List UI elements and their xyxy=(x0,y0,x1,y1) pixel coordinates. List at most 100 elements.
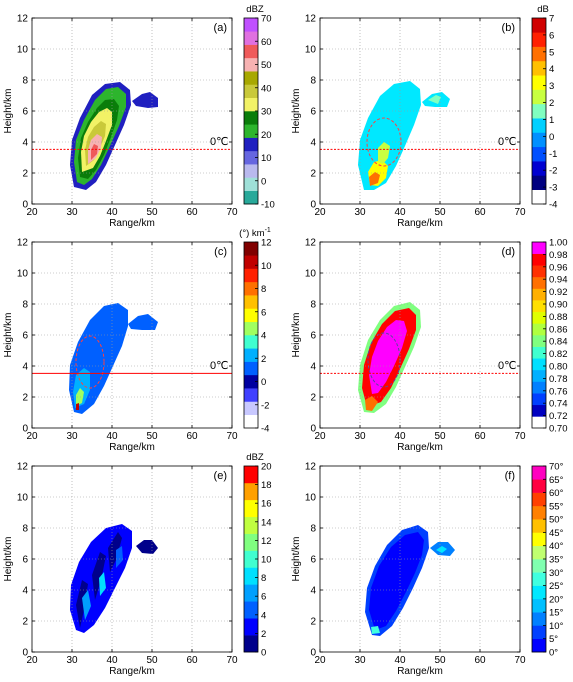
x-tick-label: 70 xyxy=(514,655,526,666)
colorbar-swatch xyxy=(532,358,546,371)
colorbar-tick-label: 2 xyxy=(261,629,266,640)
y-tick-label: 4 xyxy=(22,362,28,373)
colorbar-swatch xyxy=(244,242,258,256)
x-tick-label: 20 xyxy=(26,655,38,666)
colorbar-tick-label: 5° xyxy=(549,634,558,645)
colorbar-tick-label: 0 xyxy=(261,648,266,659)
colorbar-tick-label: 0.92 xyxy=(549,287,568,298)
colorbar-tick-label: 70 xyxy=(261,14,272,25)
colorbar-tick-label: 2 xyxy=(549,98,554,109)
y-tick-label: 2 xyxy=(310,617,316,628)
colorbar-swatch xyxy=(532,404,546,417)
x-axis-label: Range/km xyxy=(397,442,443,453)
colorbar-tick-label: 6 xyxy=(261,592,266,603)
echo-plot-a xyxy=(70,82,158,190)
y-axis-label: Height/km xyxy=(291,536,302,581)
y-tick-label: 4 xyxy=(22,586,28,597)
colorbar-swatch xyxy=(532,479,546,493)
y-tick-label: 12 xyxy=(17,14,29,25)
panel-label: (e) xyxy=(214,470,227,482)
x-tick-label: 60 xyxy=(186,655,198,666)
y-axis-label: Height/km xyxy=(3,312,14,357)
echo-anvil-green-b xyxy=(428,95,441,104)
colorbar-swatch xyxy=(244,295,258,309)
y-tick-label: 12 xyxy=(17,462,29,473)
y-tick-label: 2 xyxy=(22,169,28,180)
panel-d: 0℃ xyxy=(320,302,520,413)
colorbar-swatch xyxy=(244,137,258,152)
y-tick-label: 12 xyxy=(17,238,29,249)
x-tick-label: 20 xyxy=(314,655,326,666)
colorbar-swatch xyxy=(244,150,258,165)
y-tick-label: 8 xyxy=(22,76,28,87)
y-axis-label: Height/km xyxy=(291,312,302,357)
colorbar-swatch xyxy=(532,416,546,429)
colorbar-tick-label: 0 xyxy=(261,176,266,187)
colorbar-swatch xyxy=(532,625,546,640)
colorbar-tick-label: 20 xyxy=(261,130,272,141)
y-tick-label: 12 xyxy=(305,238,317,249)
x-axis-label: Range/km xyxy=(397,218,443,229)
panel-label: (f) xyxy=(505,470,515,482)
axes-e: 20 30 40 50 60 70 0 2 4 6 8 10 12 Range/km Height/km (e… xyxy=(3,462,238,678)
y-tick-label: 6 xyxy=(22,107,28,118)
colorbar-swatch xyxy=(244,584,258,602)
x-axis-label: Range/km xyxy=(397,666,443,677)
x-tick-label: 40 xyxy=(394,207,406,218)
colorbar-tick-label: 0.72 xyxy=(549,411,568,422)
y-tick-label: 10 xyxy=(305,45,317,56)
colorbar-swatch xyxy=(244,71,258,85)
x-tick-label: 40 xyxy=(106,431,118,442)
colorbar-f: 0° 5° 10° 15° 20° 25° 30° 35° 40° 45° 50° 55° 60° 65°… xyxy=(531,462,564,659)
panel-label: (c) xyxy=(214,246,227,258)
colorbar-swatch xyxy=(244,533,258,551)
echo-streak-cyan3-e xyxy=(116,546,123,568)
echo-core-red-a xyxy=(91,144,98,160)
colorbar-tick-label: 16 xyxy=(261,499,272,510)
colorbar-tick-label: 20° xyxy=(549,594,564,605)
colorbar-tick-label: 55° xyxy=(549,501,564,512)
x-tick-label: 50 xyxy=(146,207,158,218)
colorbar-swatch xyxy=(532,369,546,382)
freezing-level-label-b: 0℃ xyxy=(498,136,516,148)
colorbar-swatch xyxy=(532,346,546,359)
colorbar-swatch xyxy=(532,545,546,560)
colorbar-swatch xyxy=(244,31,258,45)
echo-plot-c xyxy=(69,303,158,414)
colorbar-swatch xyxy=(244,348,258,362)
x-tick-label: 60 xyxy=(474,655,486,666)
colorbar-swatch xyxy=(532,118,546,133)
colorbar-tick-label: 20 xyxy=(261,462,272,473)
colorbar-tick-label: 65° xyxy=(549,475,564,486)
colorbar-tick-label: 0° xyxy=(549,648,558,659)
colorbar-swatch xyxy=(532,189,546,205)
colorbar-tick-label: 2 xyxy=(261,354,266,365)
colorbar-swatch xyxy=(532,146,546,162)
colorbar-swatch xyxy=(532,276,546,289)
colorbar-tick-label: 8 xyxy=(261,284,266,295)
colorbar-swatch xyxy=(244,281,258,296)
colorbar-tick-label: 0.78 xyxy=(549,374,568,385)
echo-anvil-e xyxy=(136,540,158,554)
colorbar-swatch xyxy=(244,466,258,484)
axes-a: 20 30 40 50 60 70 0 2 4 6 8 10 12 Range/km Height/km (a… xyxy=(3,14,238,230)
colorbar-tick-label: 0.76 xyxy=(549,386,568,397)
colorbar-tick-label: 60° xyxy=(549,488,564,499)
echo-plot-e xyxy=(70,524,158,633)
colorbar-swatch xyxy=(532,175,546,190)
x-tick-label: 60 xyxy=(474,431,486,442)
colorbar-swatch xyxy=(244,550,258,568)
colorbar-swatch xyxy=(244,499,258,518)
panel-a: 0℃ xyxy=(32,82,232,190)
colorbar-tick-label: 0.82 xyxy=(549,349,568,360)
y-tick-label: 6 xyxy=(22,555,28,566)
colorbar-b: -4 -3 -2 -1 0 1 2 3 4 5 6 7dB xyxy=(531,4,557,211)
panel-label: (b) xyxy=(502,22,515,34)
y-tick-label: 4 xyxy=(310,586,316,597)
echo-streak-dark2-e xyxy=(92,552,106,600)
colorbar-tick-label: 30° xyxy=(549,568,564,579)
colorbar-unit: dB xyxy=(537,4,549,15)
colorbar-swatch xyxy=(532,253,546,266)
